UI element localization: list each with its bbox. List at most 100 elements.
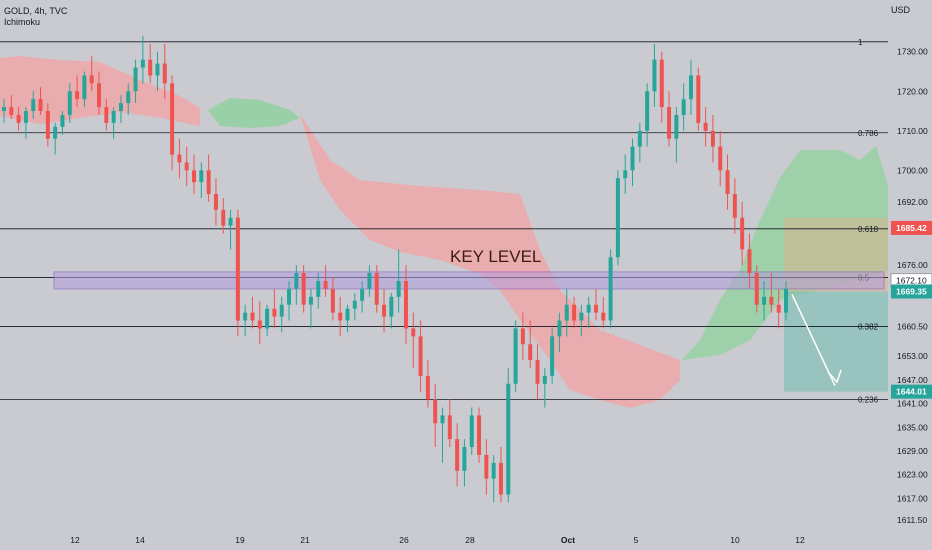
fib-label: 0.236 <box>858 396 879 405</box>
price-label: 1644.01 <box>896 387 927 397</box>
cloud-red-2 <box>300 114 680 408</box>
candle-body <box>718 146 723 171</box>
candle-body <box>586 304 591 313</box>
candle-body <box>623 170 628 179</box>
price-label: 1672.10 <box>896 276 927 286</box>
candle-body <box>411 328 416 337</box>
candle-body <box>542 375 547 384</box>
price-tick: 1617.00 <box>897 493 928 503</box>
candle-body <box>272 308 277 317</box>
candle-body <box>382 304 387 317</box>
candle-body <box>177 154 182 163</box>
candle-body <box>60 114 65 127</box>
candle-body <box>630 146 635 171</box>
price-tick: 1700.00 <box>897 165 928 175</box>
projection-arrow <box>791 294 836 386</box>
candle-body <box>762 296 767 305</box>
price-tick: 1647.00 <box>897 375 928 385</box>
time-tick: 12 <box>70 535 80 545</box>
candle-body <box>732 194 737 218</box>
candle-body <box>170 83 175 155</box>
fib-label: 1 <box>858 38 863 47</box>
candle-body <box>645 91 650 131</box>
candle-body <box>703 122 708 131</box>
candle-body <box>484 454 489 479</box>
time-tick: 28 <box>465 535 475 545</box>
candle-body <box>250 312 255 321</box>
candle-body <box>257 320 262 329</box>
price-tick: 1660.50 <box>897 321 928 331</box>
fib-label: 0.786 <box>858 129 879 138</box>
candle-body <box>118 103 123 112</box>
indicator-label[interactable]: Ichimoku <box>4 17 41 27</box>
time-tick: 21 <box>300 535 310 545</box>
candle-body <box>199 170 204 183</box>
time-tick: 5 <box>634 535 639 545</box>
candle-body <box>784 288 788 313</box>
price-tick: 1653.00 <box>897 351 928 361</box>
candle-body <box>418 336 423 376</box>
candle-body <box>477 415 482 455</box>
candle-body <box>126 91 131 104</box>
price-tick: 1720.00 <box>897 86 928 96</box>
candle-body <box>396 281 401 297</box>
candle-body <box>425 375 430 400</box>
candle-body <box>265 308 270 329</box>
candle-body <box>740 217 745 250</box>
candle-body <box>111 111 116 123</box>
currency-label: USD <box>890 5 910 15</box>
candle-body <box>674 114 679 139</box>
candle-body <box>696 75 701 123</box>
candle-body <box>608 257 613 321</box>
time-tick: 26 <box>399 535 409 545</box>
candle-body <box>162 63 167 84</box>
time-tick: Oct <box>561 535 575 545</box>
price-tick: 1641.00 <box>897 399 928 409</box>
candle-body <box>433 399 438 424</box>
candle-body <box>287 288 292 305</box>
candle-body <box>294 273 299 289</box>
candle-body <box>374 273 379 305</box>
candle-body <box>97 83 102 108</box>
candle-body <box>155 63 160 76</box>
candle-body <box>681 99 686 115</box>
candle-body <box>38 99 43 112</box>
candle-body <box>301 273 306 305</box>
candle-body <box>506 383 511 495</box>
candle-body <box>601 312 606 321</box>
price-tick: 1710.00 <box>897 126 928 136</box>
candle-body <box>403 281 408 329</box>
candle-body <box>557 320 562 337</box>
candle-body <box>82 75 87 100</box>
price-tick: 1676.00 <box>897 260 928 270</box>
candle-body <box>455 439 460 471</box>
candle-body <box>462 447 467 471</box>
time-tick: 10 <box>730 535 740 545</box>
price-label: 1685.42 <box>896 223 927 233</box>
candle-body <box>89 75 94 84</box>
candle-body <box>572 304 577 321</box>
candle-body <box>440 415 445 424</box>
candle-body <box>652 59 657 92</box>
fib-label: 0.382 <box>858 322 879 331</box>
time-tick: 12 <box>795 535 805 545</box>
candle-body <box>615 178 620 258</box>
candle-body <box>776 304 781 313</box>
candle-body <box>316 281 321 297</box>
candle-body <box>140 59 145 68</box>
candle-body <box>520 328 525 345</box>
candle-body <box>228 217 233 226</box>
candle-body <box>659 59 664 108</box>
candle-body <box>498 462 503 495</box>
candle-body <box>747 249 752 274</box>
candle-body <box>564 304 569 321</box>
candle-body <box>345 308 350 321</box>
candle-body <box>31 99 36 112</box>
candle-body <box>769 296 774 305</box>
candle-body <box>360 288 365 301</box>
candle-body <box>192 170 197 183</box>
candle-body <box>279 304 284 317</box>
candle-body <box>528 344 533 361</box>
time-tick: 14 <box>135 535 145 545</box>
